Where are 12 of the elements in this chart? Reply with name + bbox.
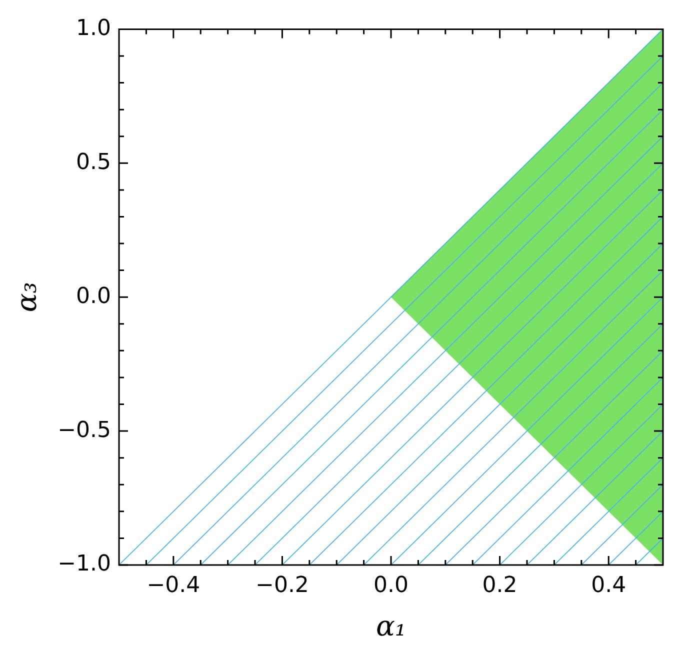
y-tick-label: −0.5 [58, 418, 112, 443]
x-tick-label: 0.2 [482, 572, 518, 598]
x-tick-label: 0.0 [374, 572, 409, 598]
y-tick-label: 0.5 [76, 150, 112, 175]
y-axis-title: α₃ [10, 282, 44, 312]
y-tick-label: 1.0 [76, 16, 112, 41]
x-tick-label: −0.2 [256, 572, 309, 598]
y-tick-label: 0.0 [76, 284, 112, 309]
x-axis-title: α₁ [376, 609, 406, 642]
y-tick-label: −1.0 [58, 552, 112, 577]
x-tick-label: 0.4 [591, 572, 626, 598]
x-tick-label: −0.4 [146, 572, 200, 598]
